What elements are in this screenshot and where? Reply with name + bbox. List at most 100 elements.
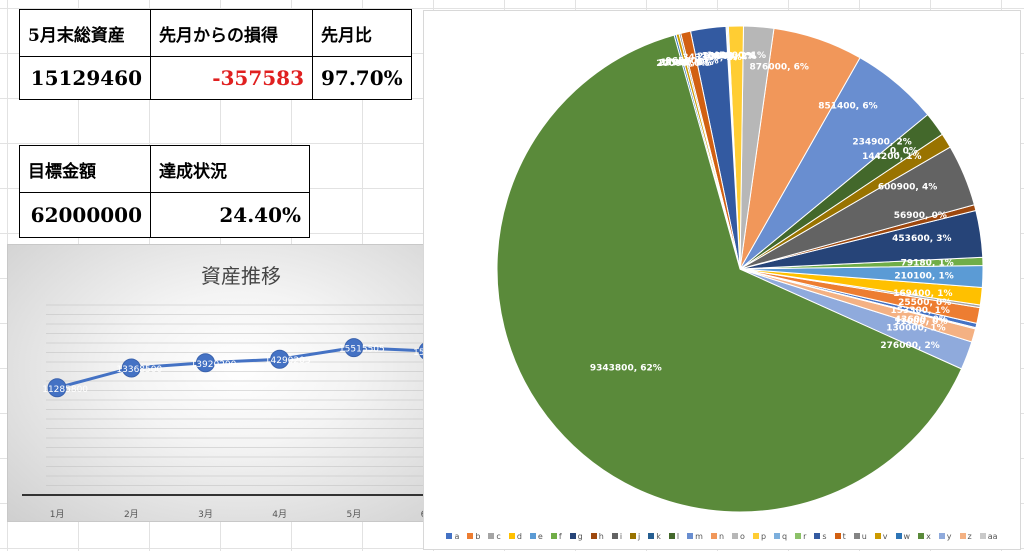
pie-data-label: 153300, 1% [890,306,949,316]
legend-item-y[interactable]: y [938,531,952,541]
legend-item-p[interactable]: p [752,531,767,541]
legend-label: c [496,531,501,541]
pie-data-label: 453600, 3% [892,234,951,244]
pie-slice-aa[interactable] [739,268,977,330]
asset-trend-chart[interactable]: 資産推移 11285800 1月 13368500 2月 13920200 3月 142902… [7,244,473,522]
legend-swatch [752,533,759,539]
pie-data-label: 234900, 2% [852,138,911,148]
legend-item-m[interactable]: m [687,532,703,541]
line-data-label: 13920200 [191,360,237,370]
goal-table: 目標金額 達成状況 62000000 24.40% [19,145,310,238]
asset-breakdown-chart[interactable]: 43600, 0% 153300, 1% 25500, 0% 169400, 1% 21… [423,10,1021,550]
legend-item-l[interactable]: l [668,531,680,541]
legend-label: j [638,531,641,541]
line-data-label: 11285800 [42,385,88,395]
month-ratio-header[interactable]: 先月比 [312,9,412,57]
pie-data-label: 169400, 1% [893,289,952,299]
legend-item-n[interactable]: n [710,531,725,541]
legend-item-s[interactable]: s [814,531,827,541]
legend-swatch [979,533,986,539]
total-assets-value[interactable]: 15129460 [19,56,151,100]
legend-swatch [732,533,739,539]
legend-swatch [814,533,821,539]
legend-item-c[interactable]: c [488,531,501,541]
legend-swatch [467,533,474,539]
legend-swatch [795,533,802,539]
pie-data-label: 0, 0% [890,146,918,156]
line-point[interactable] [47,378,67,398]
achievement-value[interactable]: 24.40% [150,192,310,238]
legend-item-t[interactable]: t [834,532,846,541]
legend-item-w[interactable]: w [895,532,910,541]
line-data-label: 14290203 [265,356,311,366]
goal-value-row: 62000000 24.40% [19,192,310,238]
legend-item-i[interactable]: i [611,532,622,541]
legend-item-e[interactable]: e [529,531,543,541]
profit-loss-header[interactable]: 先月からの損得 [150,9,313,57]
legend-item-k[interactable]: k [648,532,661,541]
legend-swatch [918,533,925,539]
legend-swatch [488,533,495,539]
legend-label: a [454,531,460,541]
legend-item-o[interactable]: o [732,532,745,541]
legend-swatch [529,533,536,539]
profit-loss-value[interactable]: -357583 [150,56,313,100]
legend-item-d[interactable]: d [508,531,522,541]
legend-swatch [710,533,717,539]
legend-label: aa [987,531,998,541]
legend-swatch [611,533,618,539]
line-data-label: 13368500 [116,365,162,375]
legend-label: d [516,531,522,541]
legend-item-j[interactable]: j [630,532,640,541]
legend-item-a[interactable]: a [446,532,459,541]
achievement-header[interactable]: 達成状況 [150,145,310,193]
legend-label: z [967,531,972,541]
legend-item-r[interactable]: r [795,532,806,541]
legend-label: p [760,531,767,541]
legend-item-h[interactable]: h [590,532,604,541]
legend-swatch [508,533,515,539]
legend-swatch [687,533,694,539]
line-point[interactable] [270,349,290,369]
legend-item-u[interactable]: u [853,532,867,541]
pie-data-label: 276000, 2% [880,341,939,351]
legend-item-b[interactable]: b [467,532,480,541]
legend-item-v[interactable]: v [874,532,888,541]
pie-data-label: 11000, 1% [703,51,756,61]
legend-item-aa[interactable]: aa [979,531,998,541]
line-point[interactable] [195,353,215,373]
legend-label: n [718,531,725,541]
legend-item-x[interactable]: x [918,532,931,541]
legend-swatch [446,533,453,539]
pie-data-label: 293000, 2% [697,52,756,62]
pie-data-label: 876000, 6% [750,63,809,73]
month-ratio-value[interactable]: 97.70% [312,56,412,100]
line-point[interactable] [121,358,141,378]
legend-label: s [822,531,827,541]
legend-label: e [537,531,543,541]
pie-data-label: 28500, 0% [658,58,711,68]
pie-slice-x[interactable] [496,34,963,513]
legend-swatch [550,533,557,539]
legend-swatch [648,533,655,539]
legend-label: l [676,531,680,541]
line-x-tick-label: 1月 [50,509,65,520]
legend-label: q [782,531,788,541]
goal-amount-value[interactable]: 62000000 [19,192,151,238]
pie-data-label: 17000, 0% [660,58,713,68]
legend-item-g[interactable]: g [569,532,583,541]
asset-breakdown-plot: 43600, 0%153300, 1%25500, 0%169400, 1% 21… [496,25,984,513]
legend-swatch [853,533,860,539]
legend-label: k [656,531,661,541]
line-point[interactable] [344,338,364,358]
legend-swatch [895,533,902,539]
legend-label: y [946,531,952,541]
legend-item-q[interactable]: q [774,532,787,541]
legend-swatch [630,533,637,539]
legend-item-z[interactable]: z [959,531,972,541]
pie-data-label: 43600, 0% [895,315,948,325]
legend-swatch [668,533,675,539]
total-assets-header[interactable]: 5月末総資産 [19,9,151,57]
legend-item-f[interactable]: f [550,532,562,541]
goal-amount-header[interactable]: 目標金額 [19,145,151,193]
